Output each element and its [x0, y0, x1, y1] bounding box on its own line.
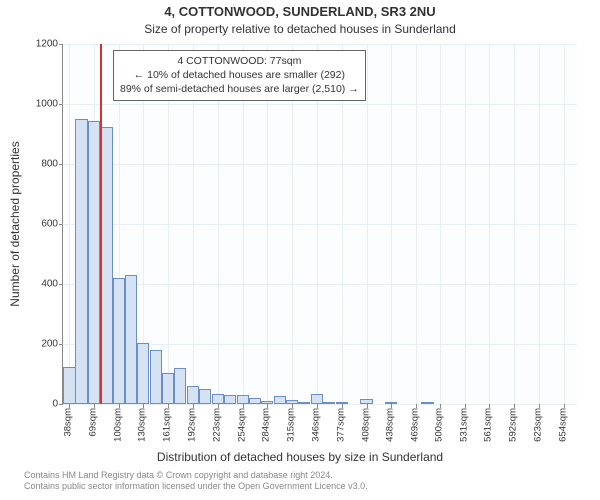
grid-line-v — [416, 44, 417, 404]
x-tick-label: 623sqm — [533, 408, 544, 442]
y-tick-mark — [59, 404, 63, 405]
x-tick-label: 561sqm — [483, 408, 494, 442]
chart-container: 4, COTTONWOOD, SUNDERLAND, SR3 2NU Size … — [0, 0, 600, 500]
histogram-bar — [150, 350, 162, 404]
x-tick-label: 100sqm — [113, 408, 124, 442]
attribution-line: Contains public sector information licen… — [24, 481, 582, 492]
histogram-bar — [286, 400, 298, 404]
y-tick-label: 1000 — [18, 99, 58, 110]
annotation-line: ← 10% of detached houses are smaller (29… — [120, 68, 359, 82]
histogram-bar — [274, 396, 286, 404]
histogram-bar — [261, 401, 273, 404]
chart-subtitle: Size of property relative to detached ho… — [0, 22, 600, 36]
chart-title: 4, COTTONWOOD, SUNDERLAND, SR3 2NU — [0, 4, 600, 19]
grid-line-v — [367, 44, 368, 404]
grid-line-h — [63, 164, 577, 165]
histogram-bar — [75, 119, 87, 404]
histogram-bar — [162, 373, 174, 405]
y-tick-label: 0 — [18, 399, 58, 410]
x-tick-label: 408sqm — [360, 408, 371, 442]
grid-line-v — [489, 44, 490, 404]
grid-line-v — [514, 44, 515, 404]
x-tick-label: 284sqm — [260, 408, 271, 442]
y-tick-mark — [59, 224, 63, 225]
x-tick-label: 192sqm — [187, 408, 198, 442]
x-tick-label: 654sqm — [558, 408, 569, 442]
y-tick-mark — [59, 44, 63, 45]
x-tick-label: 130sqm — [137, 408, 148, 442]
plot-area: 4 COTTONWOOD: 77sqm← 10% of detached hou… — [62, 44, 577, 405]
reference-marker-line — [100, 44, 102, 404]
x-tick-label: 531sqm — [459, 408, 470, 442]
y-tick-label: 400 — [18, 279, 58, 290]
y-tick-label: 200 — [18, 339, 58, 350]
histogram-bar — [421, 402, 433, 404]
histogram-bar — [63, 367, 75, 405]
histogram-bar — [237, 395, 249, 404]
grid-line-v — [440, 44, 441, 404]
histogram-bar — [311, 394, 323, 404]
histogram-bar — [360, 399, 372, 404]
histogram-bar — [385, 402, 397, 404]
annotation-line: 89% of semi-detached houses are larger (… — [120, 82, 359, 96]
y-tick-label: 600 — [18, 219, 58, 230]
histogram-bar — [199, 389, 211, 404]
grid-line-h — [63, 284, 577, 285]
y-tick-mark — [59, 284, 63, 285]
x-tick-label: 377sqm — [335, 408, 346, 442]
x-axis-label: Distribution of detached houses by size … — [0, 450, 600, 464]
y-tick-mark — [59, 164, 63, 165]
x-tick-label: 223sqm — [212, 408, 223, 442]
attribution-line: Contains HM Land Registry data © Crown c… — [24, 470, 582, 481]
x-tick-label: 69sqm — [88, 408, 99, 437]
histogram-bar — [323, 402, 335, 404]
x-tick-label: 469sqm — [409, 408, 420, 442]
grid-line-h — [63, 44, 577, 45]
histogram-bar — [125, 275, 137, 404]
grid-line-h — [63, 404, 577, 405]
histogram-bar — [174, 368, 186, 404]
x-tick-label: 438sqm — [384, 408, 395, 442]
x-tick-label: 346sqm — [310, 408, 321, 442]
histogram-bar — [336, 402, 348, 404]
y-tick-mark — [59, 104, 63, 105]
x-tick-label: 38sqm — [63, 408, 74, 437]
x-tick-label: 592sqm — [508, 408, 519, 442]
histogram-bar — [137, 343, 149, 405]
grid-line-v — [391, 44, 392, 404]
grid-line-v — [465, 44, 466, 404]
histogram-bar — [224, 395, 236, 404]
x-tick-label: 161sqm — [162, 408, 173, 442]
grid-line-v — [564, 44, 565, 404]
attribution-text: Contains HM Land Registry data © Crown c… — [24, 470, 582, 493]
y-tick-label: 1200 — [18, 39, 58, 50]
y-tick-mark — [59, 344, 63, 345]
grid-line-v — [539, 44, 540, 404]
grid-line-h — [63, 224, 577, 225]
x-tick-label: 315sqm — [285, 408, 296, 442]
histogram-bar — [249, 398, 261, 404]
grid-line-h — [63, 104, 577, 105]
x-tick-label: 254sqm — [236, 408, 247, 442]
annotation-line: 4 COTTONWOOD: 77sqm — [120, 54, 359, 68]
histogram-bar — [100, 127, 112, 405]
histogram-bar — [113, 278, 125, 404]
histogram-bar — [212, 394, 224, 405]
histogram-bar — [88, 121, 100, 405]
histogram-bar — [298, 402, 310, 404]
annotation-box: 4 COTTONWOOD: 77sqm← 10% of detached hou… — [113, 50, 366, 101]
histogram-bar — [187, 386, 199, 404]
grid-line-v — [69, 44, 70, 404]
y-tick-label: 800 — [18, 159, 58, 170]
x-tick-label: 500sqm — [434, 408, 445, 442]
